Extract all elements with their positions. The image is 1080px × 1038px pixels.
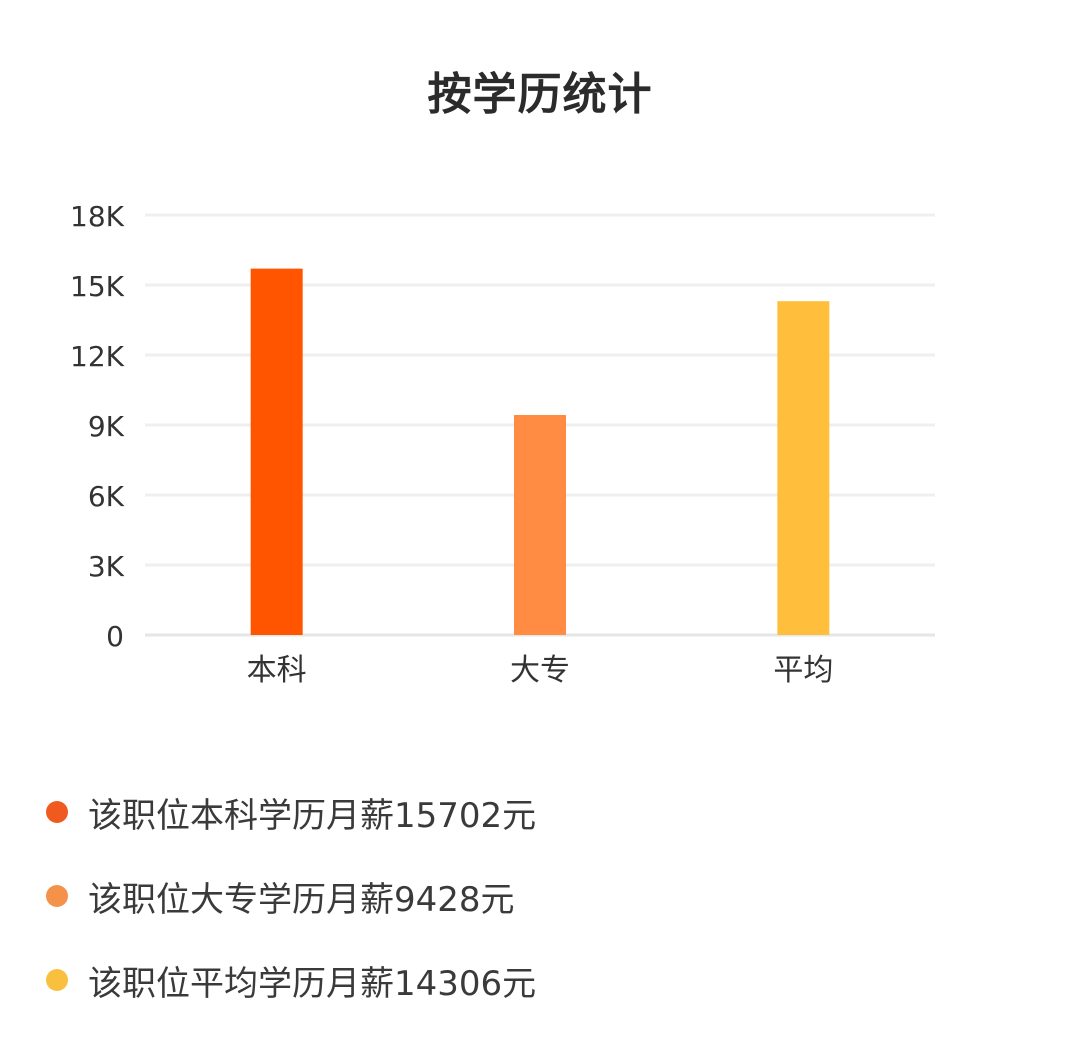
- y-tick-label: 3K: [88, 550, 125, 583]
- y-tick-label: 12K: [70, 340, 125, 373]
- y-tick-label: 6K: [88, 480, 125, 513]
- bar-大专: [514, 415, 566, 635]
- legend-label: 该职位本科学历月薪15702元: [88, 795, 537, 836]
- legend-dot-icon: [46, 885, 68, 907]
- x-axis-ticks: 本科 大专 平均: [247, 653, 834, 688]
- bar-chart: 0 3K 6K 9K 12K 15K 18K 本科 大专 平均: [70, 200, 935, 688]
- x-tick-label: 平均: [773, 653, 833, 688]
- legend-item-average: 该职位平均学历月薪14306元: [46, 938, 536, 1022]
- legend-label: 该职位平均学历月薪14306元: [88, 963, 537, 1004]
- chart-title: 按学历统计: [427, 69, 653, 120]
- legend-item-college: 该职位大专学历月薪9428元: [46, 854, 536, 938]
- legend-dot-icon: [46, 801, 68, 823]
- y-tick-label: 9K: [88, 410, 125, 443]
- legend-label: 该职位大专学历月薪9428元: [88, 879, 515, 920]
- legend-item-bachelor: 该职位本科学历月薪15702元: [46, 770, 536, 854]
- y-tick-label: 0: [106, 620, 124, 653]
- y-axis-ticks: 0 3K 6K 9K 12K 15K 18K: [70, 200, 125, 653]
- legend: 该职位本科学历月薪15702元 该职位大专学历月薪9428元 该职位平均学历月薪…: [46, 770, 536, 1022]
- bar-本科: [250, 268, 303, 635]
- x-tick-label: 本科: [247, 653, 307, 688]
- x-tick-label: 大专: [510, 653, 570, 688]
- y-tick-label: 18K: [70, 200, 125, 233]
- bar-平均: [777, 301, 830, 635]
- bars: [250, 268, 830, 635]
- y-tick-label: 15K: [70, 270, 125, 303]
- legend-dot-icon: [46, 969, 68, 991]
